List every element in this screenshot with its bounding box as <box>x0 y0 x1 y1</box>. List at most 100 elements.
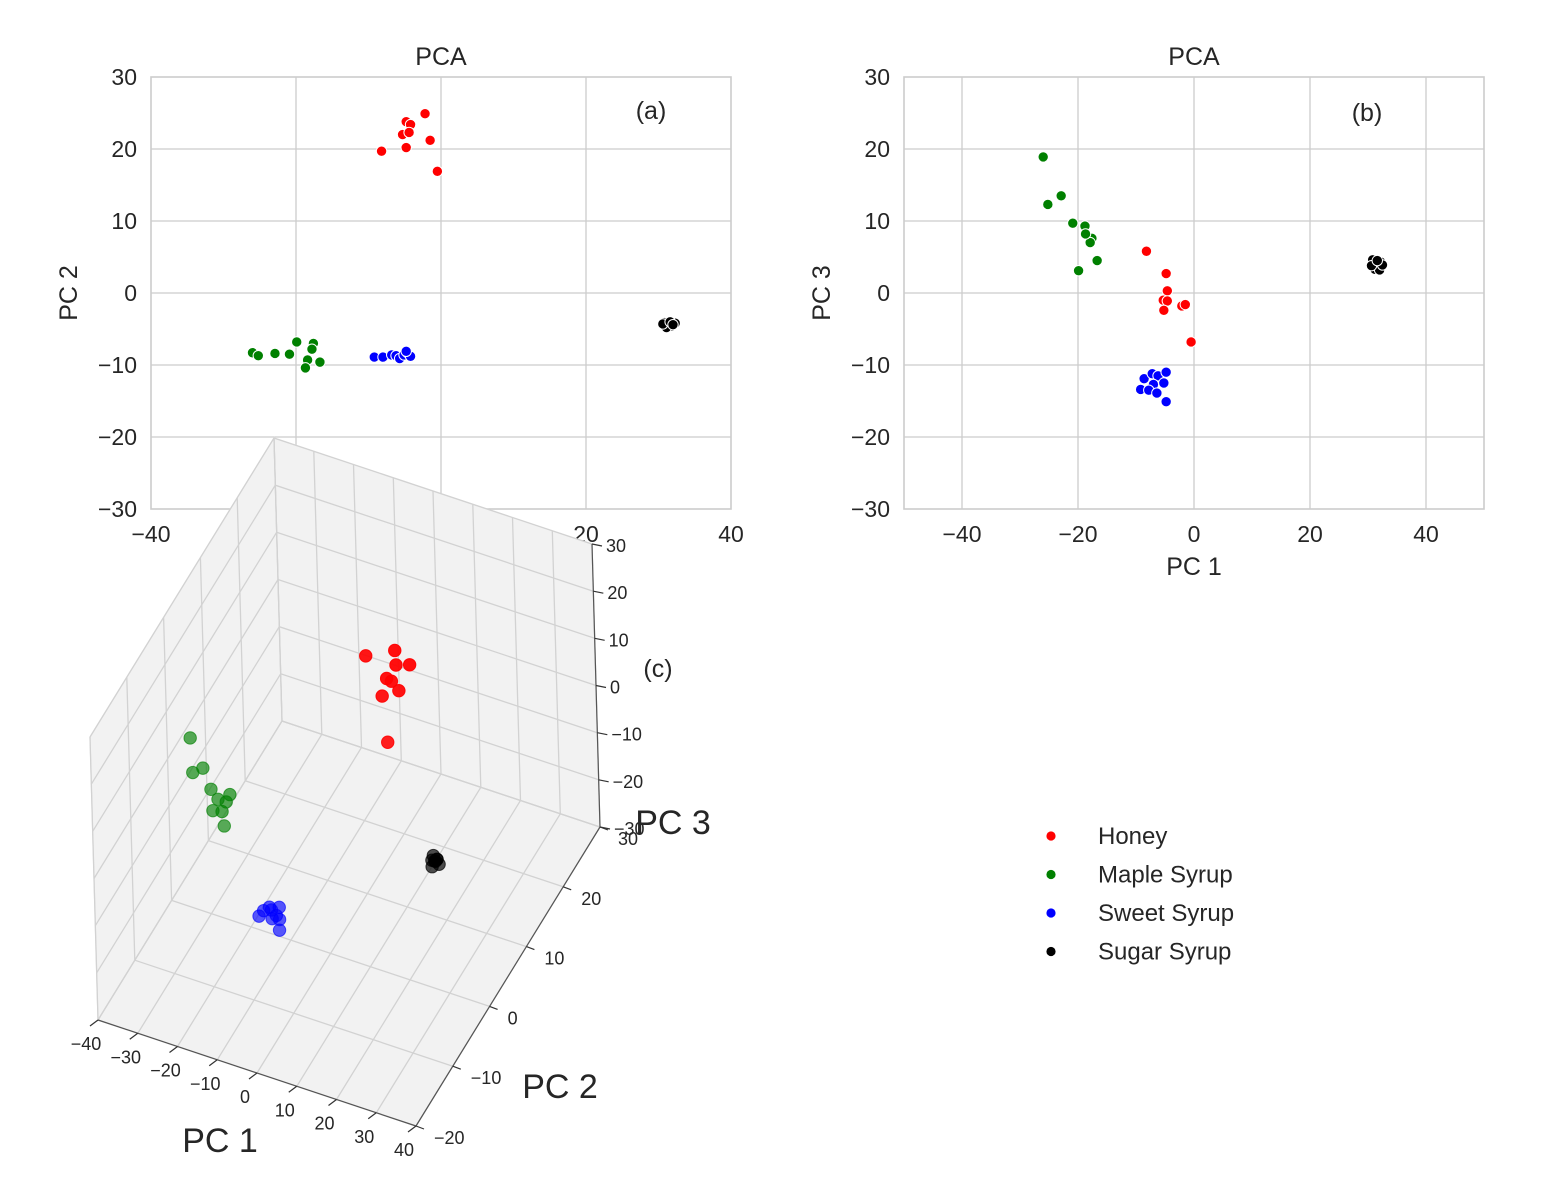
data-point-sweet-syrup <box>400 345 412 358</box>
data-point-sweet-syrup <box>1158 377 1170 389</box>
z-tick-mark <box>597 732 608 736</box>
data-point-maple-syrup <box>299 362 312 374</box>
y-tick-label: 30 <box>618 829 638 849</box>
y-tick-label: 20 <box>581 889 601 909</box>
data-point-honey <box>431 165 444 178</box>
y-tick-label: 0 <box>124 280 137 306</box>
gridline-z <box>92 531 595 832</box>
legend-item-honey: Honey <box>1046 823 1167 850</box>
x-tick-label: 40 <box>718 521 744 547</box>
data-point-honey <box>392 683 406 698</box>
y-tick-label: −20 <box>434 1128 465 1148</box>
z-tick-label: 30 <box>606 536 626 556</box>
data-point-maple-syrup <box>1037 151 1049 163</box>
x-axis-label: PC 1 <box>182 1122 258 1160</box>
data-point-maple-syrup <box>269 347 281 360</box>
z-tick-label: 20 <box>607 583 627 603</box>
data-point-honey <box>1161 285 1174 297</box>
chart-title: PCA <box>415 43 467 71</box>
data-point-sugar-syrup <box>430 852 444 867</box>
x-tick-label: −40 <box>71 1034 102 1054</box>
y-tick-label: 10 <box>544 949 564 969</box>
data-point-maple-syrup <box>306 343 318 355</box>
x-tick-mark <box>248 1072 258 1080</box>
z-tick-label: 0 <box>610 678 620 698</box>
y-tick-label: 30 <box>864 64 890 90</box>
data-point-sweet-syrup <box>1138 372 1150 385</box>
y-tick-label: −10 <box>851 352 890 378</box>
data-point-maple-syrup <box>217 819 231 833</box>
legend-label: Sugar Syrup <box>1098 939 1231 966</box>
data-point-honey <box>1158 304 1170 316</box>
legend-label: Maple Syrup <box>1098 862 1233 889</box>
data-point-sweet-syrup <box>1151 387 1163 399</box>
data-point-honey <box>1161 295 1174 307</box>
data-point-maple-syrup <box>1067 217 1079 229</box>
gridline-z <box>89 437 593 738</box>
legend-item-sugar-syrup: Sugar Syrup <box>1046 939 1231 966</box>
y-tick-label: −30 <box>851 496 890 522</box>
z-tick-label: −10 <box>611 725 642 745</box>
x-tick-label: 0 <box>1188 521 1201 547</box>
data-point-maple-syrup <box>1091 254 1103 267</box>
data-point-honey <box>375 145 388 157</box>
data-point-maple-syrup <box>314 356 326 368</box>
x-tick-mark <box>288 1085 298 1093</box>
data-point-maple-syrup <box>204 782 218 796</box>
x-tick-mark <box>328 1099 337 1106</box>
x-tick-mark <box>208 1059 218 1067</box>
data-point-maple-syrup <box>196 761 210 775</box>
x-tick-mark <box>89 1019 99 1027</box>
x-tick-label: −20 <box>1058 521 1097 547</box>
z-tick-label: −30 <box>614 819 645 839</box>
x-tick-label: −40 <box>131 521 170 547</box>
y-tick-mark <box>415 1125 425 1130</box>
x-tick-label: 30 <box>354 1127 374 1147</box>
y-tick-label: −20 <box>98 424 137 450</box>
y-tick-label: −30 <box>98 496 137 522</box>
data-point-sweet-syrup <box>272 912 287 927</box>
z-tick-mark <box>598 779 609 783</box>
panel-label: (b) <box>1352 99 1383 127</box>
legend-marker-honey <box>1046 831 1056 841</box>
z-tick-mark <box>599 826 611 830</box>
panel-label: (c) <box>643 655 672 683</box>
data-point-honey <box>1179 298 1192 311</box>
data-point-honey <box>1185 336 1197 348</box>
data-point-honey <box>1160 267 1172 280</box>
data-point-honey <box>389 658 403 672</box>
y-tick-mark <box>526 946 535 951</box>
z-tick-label: 10 <box>609 630 629 650</box>
data-point-honey <box>375 689 389 703</box>
x-tick-label: 10 <box>275 1100 295 1120</box>
data-point-honey <box>424 134 436 147</box>
z-tick-mark <box>593 590 604 594</box>
data-point-honey <box>419 108 431 120</box>
legend-marker-maple-syrup <box>1046 869 1056 880</box>
y-tick-label: 0 <box>877 280 890 306</box>
gridline-z <box>94 625 598 927</box>
y-axis-label: PC 2 <box>522 1068 598 1106</box>
legend-label: Honey <box>1098 823 1167 850</box>
z-tick-label: −20 <box>613 772 644 792</box>
z-axis-label: PC 3 <box>635 804 711 842</box>
data-point-honey <box>403 126 415 139</box>
data-point-honey <box>359 649 373 663</box>
legend-label: Sweet Syrup <box>1098 900 1234 927</box>
legend-item-sweet-syrup: Sweet Syrup <box>1046 900 1234 927</box>
y-axis-line <box>415 826 601 1127</box>
data-point-maple-syrup <box>283 348 296 360</box>
y-tick-label: 20 <box>864 136 890 162</box>
x-tick-label: −10 <box>190 1074 221 1094</box>
x-tick-mark <box>407 1125 417 1133</box>
data-point-maple-syrup <box>183 731 197 745</box>
x-axis-label: PC 1 <box>1166 553 1222 581</box>
x-tick-label: 40 <box>1413 521 1439 547</box>
y-axis-label: PC 2 <box>55 265 83 321</box>
z-tick-mark <box>594 637 605 641</box>
legend-marker-sweet-syrup <box>1046 908 1056 918</box>
y-tick-label: 0 <box>508 1008 518 1028</box>
data-point-maple-syrup <box>206 803 220 818</box>
legend: Honey Maple Syrup Sweet Syrup Sugar Syrup <box>1046 823 1234 966</box>
data-point-sugar-syrup <box>667 318 679 331</box>
